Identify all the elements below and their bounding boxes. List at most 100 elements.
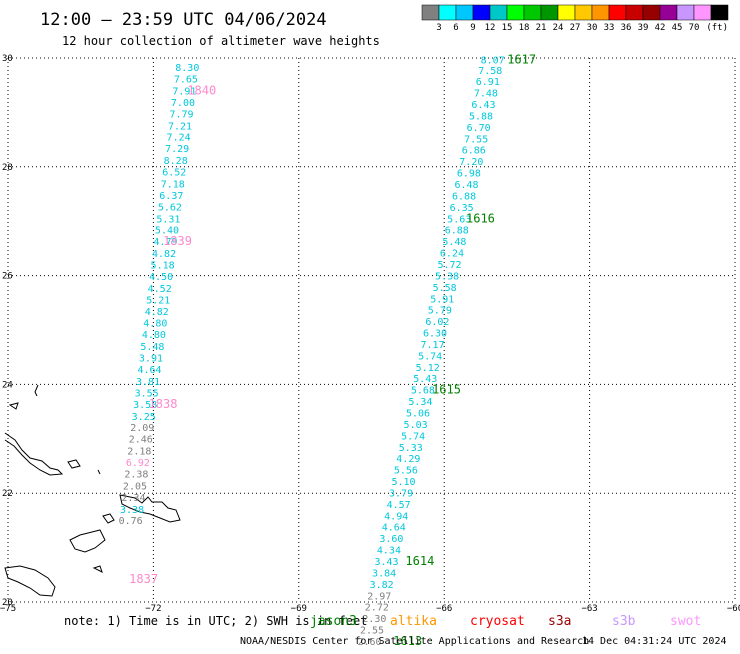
wave-height-value: 3.81 — [136, 377, 160, 388]
chart-title: 12:00 – 23:59 UTC 04/06/2024 — [40, 10, 327, 30]
colorbar-label: 9 — [470, 23, 475, 33]
wave-height-value: 5.34 — [408, 397, 432, 408]
colorbar-swatch — [642, 4, 661, 21]
wave-height-value: 7.48 — [474, 89, 498, 100]
colorbar-swatch — [574, 4, 593, 21]
wave-height-value: 6.35 — [450, 203, 474, 214]
wave-height-value: 6.37 — [159, 191, 183, 202]
colorbar-label: 39 — [638, 23, 649, 33]
wave-height-value: 2.60 — [358, 637, 382, 648]
colorbar-swatch — [608, 4, 627, 21]
y-tick-label: 30 — [2, 54, 13, 64]
wave-height-value: 3.55 — [135, 388, 159, 399]
coastline — [8, 402, 19, 410]
wave-height-value: 5.74 — [418, 351, 442, 362]
colorbar-label: 3 — [436, 23, 441, 33]
y-tick-label: 26 — [2, 272, 13, 282]
footer: note: 1) Time is in UTC; 2) SWH is in fe… — [64, 614, 727, 647]
colorbar-unit: (ft) — [706, 23, 728, 33]
satellite-legend-item: swot — [670, 614, 701, 629]
wave-height-value: 7.79 — [169, 109, 193, 120]
wave-height-value: 5.79 — [428, 306, 452, 317]
wave-height-labels: 8.307.657.917.007.797.217.247.298.286.52… — [119, 52, 537, 648]
wave-height-value: 6.48 — [454, 180, 478, 191]
pass-time-label: 1615 — [432, 383, 461, 397]
wave-height-value: 4.50 — [149, 272, 173, 283]
y-tick-label: 24 — [2, 380, 13, 390]
colorbar-label: 27 — [570, 23, 581, 33]
wave-height-value: 2.46 — [129, 435, 153, 446]
wave-height-value: 6.88 — [445, 226, 469, 237]
wave-height-value: 5.56 — [394, 466, 418, 477]
wave-height-value: 3.43 — [374, 557, 398, 568]
wave-height-value: 5.48 — [140, 342, 164, 353]
wave-height-value: 3.84 — [372, 568, 396, 579]
wave-height-value: 6.02 — [425, 317, 449, 328]
wave-height-value: 3.60 — [379, 534, 403, 545]
wave-height-value: 6.70 — [467, 123, 491, 134]
colorbar-label: 6 — [453, 23, 458, 33]
wave-height-value: 6.30 — [423, 329, 447, 340]
wave-height-value: 2.97 — [367, 591, 391, 602]
wave-height-value: 7.20 — [459, 157, 483, 168]
land-outlines — [4, 384, 181, 597]
wave-height-value: 4.64 — [382, 523, 406, 534]
x-tick-label: −75 — [0, 604, 16, 614]
wave-height-value: 5.72 — [437, 260, 461, 271]
colorbar-swatch — [438, 4, 457, 21]
colorbar-label: 15 — [502, 23, 513, 33]
footer-credit: NOAA/NESDIS Center for Satellite Applica… — [240, 636, 589, 647]
satellite-legend-item: s3b — [612, 614, 636, 629]
wave-height-value: 3.58 — [133, 400, 157, 411]
wave-height-value: 5.58 — [433, 283, 457, 294]
coastline — [102, 513, 115, 524]
colorbar-swatch — [540, 4, 559, 21]
wave-height-value: 5.68 — [411, 386, 435, 397]
colorbar-label: 42 — [655, 23, 666, 33]
wave-height-value: 5.06 — [406, 408, 430, 419]
wave-height-value: 3.38 — [120, 505, 144, 516]
x-tick-label: −60 — [727, 604, 740, 614]
pass-time-label: 1837 — [129, 572, 158, 586]
wave-height-value: 6.52 — [162, 168, 186, 179]
pass-time-label: 1617 — [507, 52, 536, 66]
colorbar-legend: 3 6 9 12 15 18 21 24 27 30 33 36 39 42 45 70 (ft) — [421, 4, 729, 33]
wave-height-value: 7.24 — [167, 133, 191, 144]
satellite-legend-item: cryosat — [470, 614, 525, 629]
wave-height-value: 2.38 — [124, 469, 148, 480]
wave-height-value: 2.05 — [123, 481, 147, 492]
wave-height-value: 5.33 — [399, 443, 423, 454]
pass-time-label: 1613 — [393, 634, 422, 648]
wave-height-value: 2.09 — [130, 423, 154, 434]
wave-height-value: 5.31 — [156, 214, 180, 225]
footer-note: note: 1) Time is in UTC; 2) SWH is in fe… — [64, 614, 367, 628]
wave-height-value: 2.18 — [127, 447, 151, 458]
pass-time-label: 1840 — [187, 83, 216, 97]
wave-height-value: 2.30 — [362, 614, 386, 625]
wave-height-value: 4.82 — [145, 307, 169, 318]
wave-height-value: 4.29 — [396, 454, 420, 465]
colorbar-label: 18 — [519, 23, 530, 33]
wave-height-value: 6.92 — [126, 458, 150, 469]
wave-height-value: 4.34 — [377, 546, 401, 557]
colorbar-label: 30 — [587, 23, 598, 33]
wave-height-value: 5.88 — [469, 111, 493, 122]
wave-height-value: 5.91 — [430, 294, 454, 305]
wave-height-value: 3.25 — [132, 412, 156, 423]
colorbar-swatch — [472, 4, 491, 21]
colorbar-swatch — [625, 4, 644, 21]
grid-lines — [7, 57, 736, 603]
wave-height-value: 7.55 — [464, 134, 488, 145]
colorbar-label: 21 — [536, 23, 547, 33]
wave-height-value: 7.17 — [421, 340, 445, 351]
wave-height-value: 5.40 — [155, 226, 179, 237]
chart-subtitle: 12 hour collection of altimeter wave hei… — [62, 34, 380, 48]
wave-height-value: 6.24 — [440, 249, 464, 260]
satellite-legend-item: jason3 — [310, 614, 357, 629]
wave-height-value: 0.76 — [119, 516, 143, 527]
colorbar-swatch — [557, 4, 576, 21]
colorbar-swatch — [591, 4, 610, 21]
x-tick-label: −63 — [581, 604, 597, 614]
wave-height-value: 5.62 — [158, 202, 182, 213]
coastline — [69, 529, 106, 553]
